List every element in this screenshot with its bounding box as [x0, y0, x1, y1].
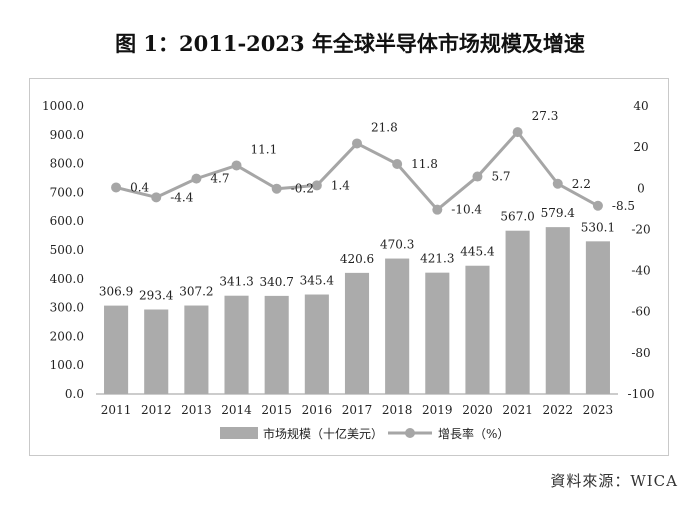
chart-title: 图 1：2011-2023 年全球半导体市场规模及增速	[115, 31, 585, 56]
bars	[104, 227, 610, 394]
bar	[104, 305, 129, 394]
bar	[344, 272, 370, 394]
x-tick-label: 2013	[181, 403, 212, 417]
growth-point	[271, 183, 282, 194]
x-tick-label: 2021	[502, 403, 533, 417]
x-tick-label: 2022	[542, 403, 573, 417]
x-tick-label: 2012	[141, 403, 172, 417]
y-left-tick-label: 900.0	[50, 128, 84, 142]
bar-value-label: 567.0	[500, 210, 534, 224]
y-right-tick-label: -40	[631, 264, 650, 278]
y-left-tick-label: 700.0	[50, 185, 84, 199]
growth-point	[512, 127, 523, 138]
growth-point	[432, 204, 443, 215]
bar	[184, 305, 209, 394]
growth-value-label: -10.4	[451, 203, 482, 217]
legend-swatch-bars	[220, 427, 258, 439]
bar-value-label: 420.6	[340, 252, 374, 266]
growth-point	[592, 200, 603, 211]
growth-value-label: 11.1	[251, 142, 278, 156]
y-left-tick-label: 500.0	[50, 243, 84, 257]
bar-value-label: 445.4	[460, 245, 495, 259]
growth-labels: 0.4 -4.4 4.7 11.1 -0.2 1.4 21.8 11.8 -10.4 5.7 27.…	[130, 109, 635, 217]
bar-value-label: 341.3	[219, 275, 253, 289]
bar-value-label: 345.4	[300, 274, 335, 288]
growth-point	[392, 159, 403, 170]
y-left-tick-label: 400.0	[50, 272, 84, 286]
bar-labels: 306.9 293.4 307.2 341.3 340.7 345.4 420.6 470.3…	[99, 206, 615, 302]
y-right-tick-label: -20	[631, 222, 650, 236]
y-left-tick-label: 1000.0	[42, 99, 84, 113]
bar-value-label: 421.3	[420, 252, 454, 266]
x-tick-label: 2018	[382, 403, 413, 417]
y-left-tick-label: 0.0	[65, 387, 84, 401]
growth-point	[352, 138, 362, 149]
y-right-tick-label: -80	[631, 346, 650, 360]
x-tick-label: 2019	[422, 403, 453, 417]
growth-value-label: 4.7	[210, 172, 229, 186]
growth-value-label: 5.7	[491, 170, 510, 184]
y-right-tick-label: 20	[633, 140, 648, 154]
growth-value-label: -0.2	[291, 182, 314, 196]
bar-value-label: 579.4	[541, 206, 576, 220]
y-left-tick-label: 100.0	[50, 358, 84, 372]
x-tick-label: 2014	[221, 403, 252, 417]
bar	[425, 272, 450, 394]
chart-frame: 0.0 100.0 200.0 300.0 400.0 500.0 600.0 700.0 80…	[29, 78, 669, 456]
y-left-tick-label: 200.0	[50, 329, 84, 343]
y-right-tick-label: -100	[628, 387, 655, 401]
combo-chart: 0.0 100.0 200.0 300.0 400.0 500.0 600.0 700.0 80…	[42, 99, 654, 441]
bar-value-label: 307.2	[179, 285, 213, 299]
bar	[385, 258, 410, 394]
y-left-tick-label: 300.0	[50, 301, 84, 315]
bar	[465, 265, 490, 394]
x-tick-label: 2017	[342, 403, 373, 417]
growth-line	[111, 127, 603, 215]
x-tick-label: 2011	[101, 403, 132, 417]
bar	[545, 227, 570, 394]
growth-point	[231, 160, 242, 171]
bar	[144, 309, 169, 394]
growth-point	[552, 178, 563, 189]
growth-value-label: 27.3	[532, 109, 559, 123]
bar	[585, 241, 610, 394]
growth-value-label: -4.4	[170, 190, 194, 204]
y-left-tick-label: 800.0	[50, 157, 84, 171]
bar	[505, 230, 530, 394]
bar	[304, 294, 329, 394]
growth-value-label: 1.4	[331, 178, 350, 192]
y-right-tick-label: 40	[633, 99, 648, 113]
growth-point	[191, 173, 202, 184]
legend: 市场规模（十亿美元） 增長率（%）	[220, 426, 509, 441]
bar-value-label: 340.7	[260, 275, 294, 289]
y-right-tick-label: -60	[631, 305, 650, 319]
growth-value-label: 11.8	[411, 157, 438, 171]
source-note: 資料來源：WICA	[550, 472, 678, 490]
y-right-tick-label: 0	[637, 181, 645, 195]
bar-value-label: 306.9	[99, 285, 133, 299]
x-tick-label: 2020	[462, 403, 493, 417]
growth-value-label: 21.8	[371, 120, 398, 134]
growth-point	[472, 171, 483, 182]
legend-marker-line	[405, 428, 415, 438]
legend-label-bars: 市场规模（十亿美元）	[263, 426, 383, 441]
axes: 0.0 100.0 200.0 300.0 400.0 500.0 600.0 700.0 80…	[42, 99, 654, 417]
growth-point	[111, 182, 122, 193]
growth-point	[311, 180, 322, 191]
x-tick-label: 2016	[302, 403, 333, 417]
growth-point	[151, 192, 162, 203]
bar-value-label: 530.1	[581, 220, 615, 234]
y-left-tick-label: 600.0	[50, 214, 84, 228]
growth-value-label: -8.5	[612, 199, 635, 213]
growth-value-label: 0.4	[130, 180, 149, 194]
growth-value-label: 2.2	[572, 177, 591, 191]
bar-value-label: 470.3	[380, 238, 414, 252]
bar-value-label: 293.4	[139, 289, 174, 303]
bar	[264, 295, 289, 394]
x-tick-label: 2015	[261, 403, 292, 417]
bar	[224, 295, 249, 394]
x-tick-label: 2023	[583, 403, 614, 417]
legend-label-line: 增長率（%）	[438, 426, 509, 441]
